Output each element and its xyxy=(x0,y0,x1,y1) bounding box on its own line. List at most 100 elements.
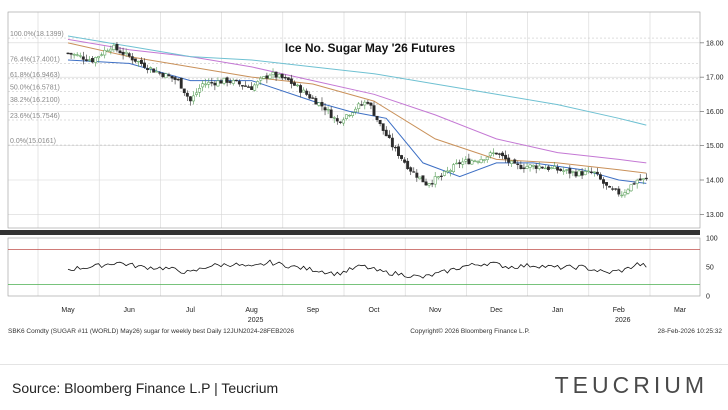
rsi-line xyxy=(67,259,647,279)
candle-body xyxy=(598,174,602,180)
candle-body xyxy=(185,92,189,97)
candle-body xyxy=(87,59,91,61)
candle-body xyxy=(452,164,456,173)
candle-body xyxy=(97,56,101,59)
candle-body xyxy=(393,146,397,149)
candle-body xyxy=(164,73,168,79)
candle-body xyxy=(351,112,355,116)
candle-body xyxy=(494,152,498,155)
info-center: Copyright© 2026 Bloomberg Finance L.P. xyxy=(410,327,530,335)
candle-body xyxy=(341,119,345,124)
candle-body xyxy=(210,82,214,84)
candle-body xyxy=(397,146,400,157)
candle-body xyxy=(626,189,630,194)
candle-body xyxy=(491,152,495,154)
candle-body xyxy=(614,188,618,190)
candle-body xyxy=(302,89,306,93)
info-left: SBK6 Comdty (SUGAR #11 (WORLD) May26) su… xyxy=(8,328,294,335)
candle-body xyxy=(118,50,122,54)
candle-body xyxy=(445,170,449,173)
candle-body xyxy=(289,78,293,84)
fib-label: 61.8%(16.9463) xyxy=(10,72,60,79)
candle-body xyxy=(348,114,351,117)
candle-body xyxy=(461,161,465,165)
brand-logo: TEUCRIUM xyxy=(554,372,708,398)
candle-body xyxy=(338,121,342,123)
candle-body xyxy=(482,159,486,161)
candle-body xyxy=(91,58,94,63)
candle-body xyxy=(522,167,526,169)
candle-body xyxy=(320,101,324,107)
candle-body xyxy=(519,165,523,170)
candle-body xyxy=(556,167,560,171)
candle-body xyxy=(317,102,321,106)
candle-body xyxy=(219,80,223,84)
candle-body xyxy=(415,172,419,178)
candle-body xyxy=(360,104,364,106)
month-label: Jul xyxy=(186,307,195,314)
candle-body xyxy=(81,56,85,60)
candle-body xyxy=(488,152,492,157)
candle-body xyxy=(592,171,596,173)
candle-body xyxy=(136,60,140,63)
candle-body xyxy=(421,175,425,183)
candle-body xyxy=(259,77,263,81)
price-tick-label: 15.00 xyxy=(706,143,724,150)
candle-body xyxy=(262,76,266,79)
price-tick-label: 17.00 xyxy=(706,75,724,82)
candle-body xyxy=(534,165,538,169)
candle-body xyxy=(479,159,483,163)
candle-body xyxy=(589,171,593,173)
fib-label: 0.0%(15.0161) xyxy=(10,138,56,145)
candle-body xyxy=(106,50,110,52)
candle-body xyxy=(323,107,327,111)
candle-body xyxy=(595,171,599,175)
ma-line xyxy=(67,42,647,174)
candle-body xyxy=(412,171,416,173)
candle-body xyxy=(286,77,290,81)
candle-body xyxy=(345,114,348,119)
candle-body xyxy=(124,51,128,54)
candle-body xyxy=(271,72,275,76)
month-label: Mar xyxy=(674,307,687,314)
candle-body xyxy=(623,192,627,196)
price-axis: 18.00 17.00 16.00 15.00 14.00 13.00 xyxy=(700,40,724,219)
candle-body xyxy=(299,85,303,93)
candle-body xyxy=(152,68,156,73)
candle-body xyxy=(436,176,440,179)
candle-body xyxy=(476,161,480,163)
candle-body xyxy=(167,74,171,77)
candle-body xyxy=(525,166,529,169)
candle-body xyxy=(644,177,648,180)
candle-body xyxy=(139,59,143,64)
candle-body xyxy=(571,171,575,173)
candle-body xyxy=(369,102,373,106)
candle-body xyxy=(372,105,376,116)
candle-body xyxy=(562,170,566,172)
candle-body xyxy=(170,75,174,79)
chart-title: Ice No. Sugar May '26 Futures xyxy=(285,41,456,55)
month-label: Feb xyxy=(613,307,625,314)
candle-body xyxy=(602,179,605,184)
candle-body xyxy=(256,81,260,86)
candle-body xyxy=(335,118,339,122)
candle-body xyxy=(586,170,590,172)
source-text: Source: Bloomberg Finance L.P | Teucrium xyxy=(12,380,279,396)
candle-body xyxy=(363,101,367,106)
candle-body xyxy=(216,80,220,87)
candle-body xyxy=(406,160,410,170)
candle-body xyxy=(84,59,88,61)
candle-body xyxy=(155,71,159,73)
candle-body xyxy=(546,166,550,170)
candle-body xyxy=(234,79,238,82)
candle-body xyxy=(277,74,281,78)
candle-body xyxy=(439,175,443,178)
price-tick-label: 14.00 xyxy=(706,178,724,185)
candle-body xyxy=(198,88,202,93)
candle-body xyxy=(550,167,553,169)
candle-body xyxy=(574,171,578,177)
candle-body xyxy=(583,171,587,175)
candle-body xyxy=(228,81,232,83)
candle-body xyxy=(195,92,198,95)
month-label: Nov xyxy=(429,307,442,314)
